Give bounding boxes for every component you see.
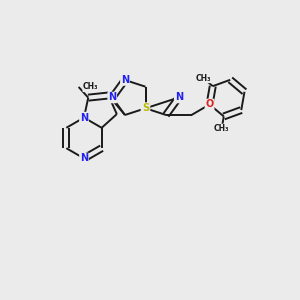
Text: N: N bbox=[80, 153, 88, 164]
Text: N: N bbox=[141, 103, 150, 113]
Text: CH₃: CH₃ bbox=[214, 124, 230, 133]
Text: N: N bbox=[108, 92, 116, 103]
Text: O: O bbox=[206, 100, 214, 110]
Text: N: N bbox=[121, 75, 129, 85]
Text: S: S bbox=[142, 103, 149, 113]
Text: CH₃: CH₃ bbox=[83, 82, 99, 91]
Text: CH₃: CH₃ bbox=[195, 74, 211, 82]
Text: N: N bbox=[80, 112, 88, 123]
Text: N: N bbox=[175, 92, 183, 103]
